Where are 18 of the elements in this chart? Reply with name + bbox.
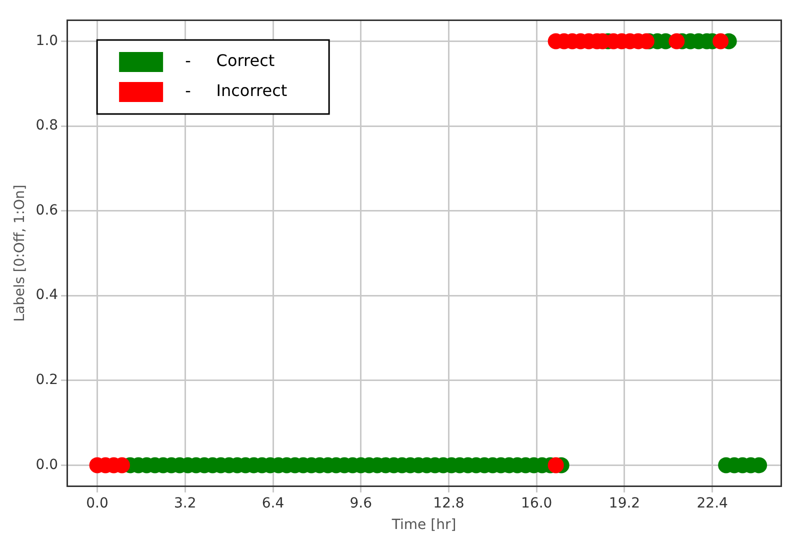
x-tick-label: 6.4	[262, 495, 284, 512]
legend-label: - Incorrect	[185, 81, 288, 100]
x-tick-label: 9.6	[350, 495, 372, 512]
x-axis-title: Time [hr]	[390, 517, 456, 534]
x-tick-label: 16.0	[521, 495, 552, 512]
y-tick-label: 0.6	[36, 202, 58, 218]
legend-label: - Correct	[185, 51, 275, 70]
x-tick-label: 0.0	[86, 495, 108, 512]
x-tick-label: 22.4	[696, 495, 728, 512]
x-tick-label: 12.8	[433, 495, 464, 512]
y-tick-label: 0.0	[36, 456, 58, 473]
y-tick-label: 0.2	[36, 372, 58, 388]
y-tick-label: 1.0	[36, 32, 58, 49]
y-tick-label: 0.8	[36, 118, 58, 134]
x-tick-label: 3.2	[174, 495, 196, 512]
y-tick-label: 0.4	[36, 287, 58, 304]
y-axis-title: Labels [0:Off, 1:On]	[12, 184, 28, 322]
x-tick-label: 19.2	[608, 495, 640, 512]
